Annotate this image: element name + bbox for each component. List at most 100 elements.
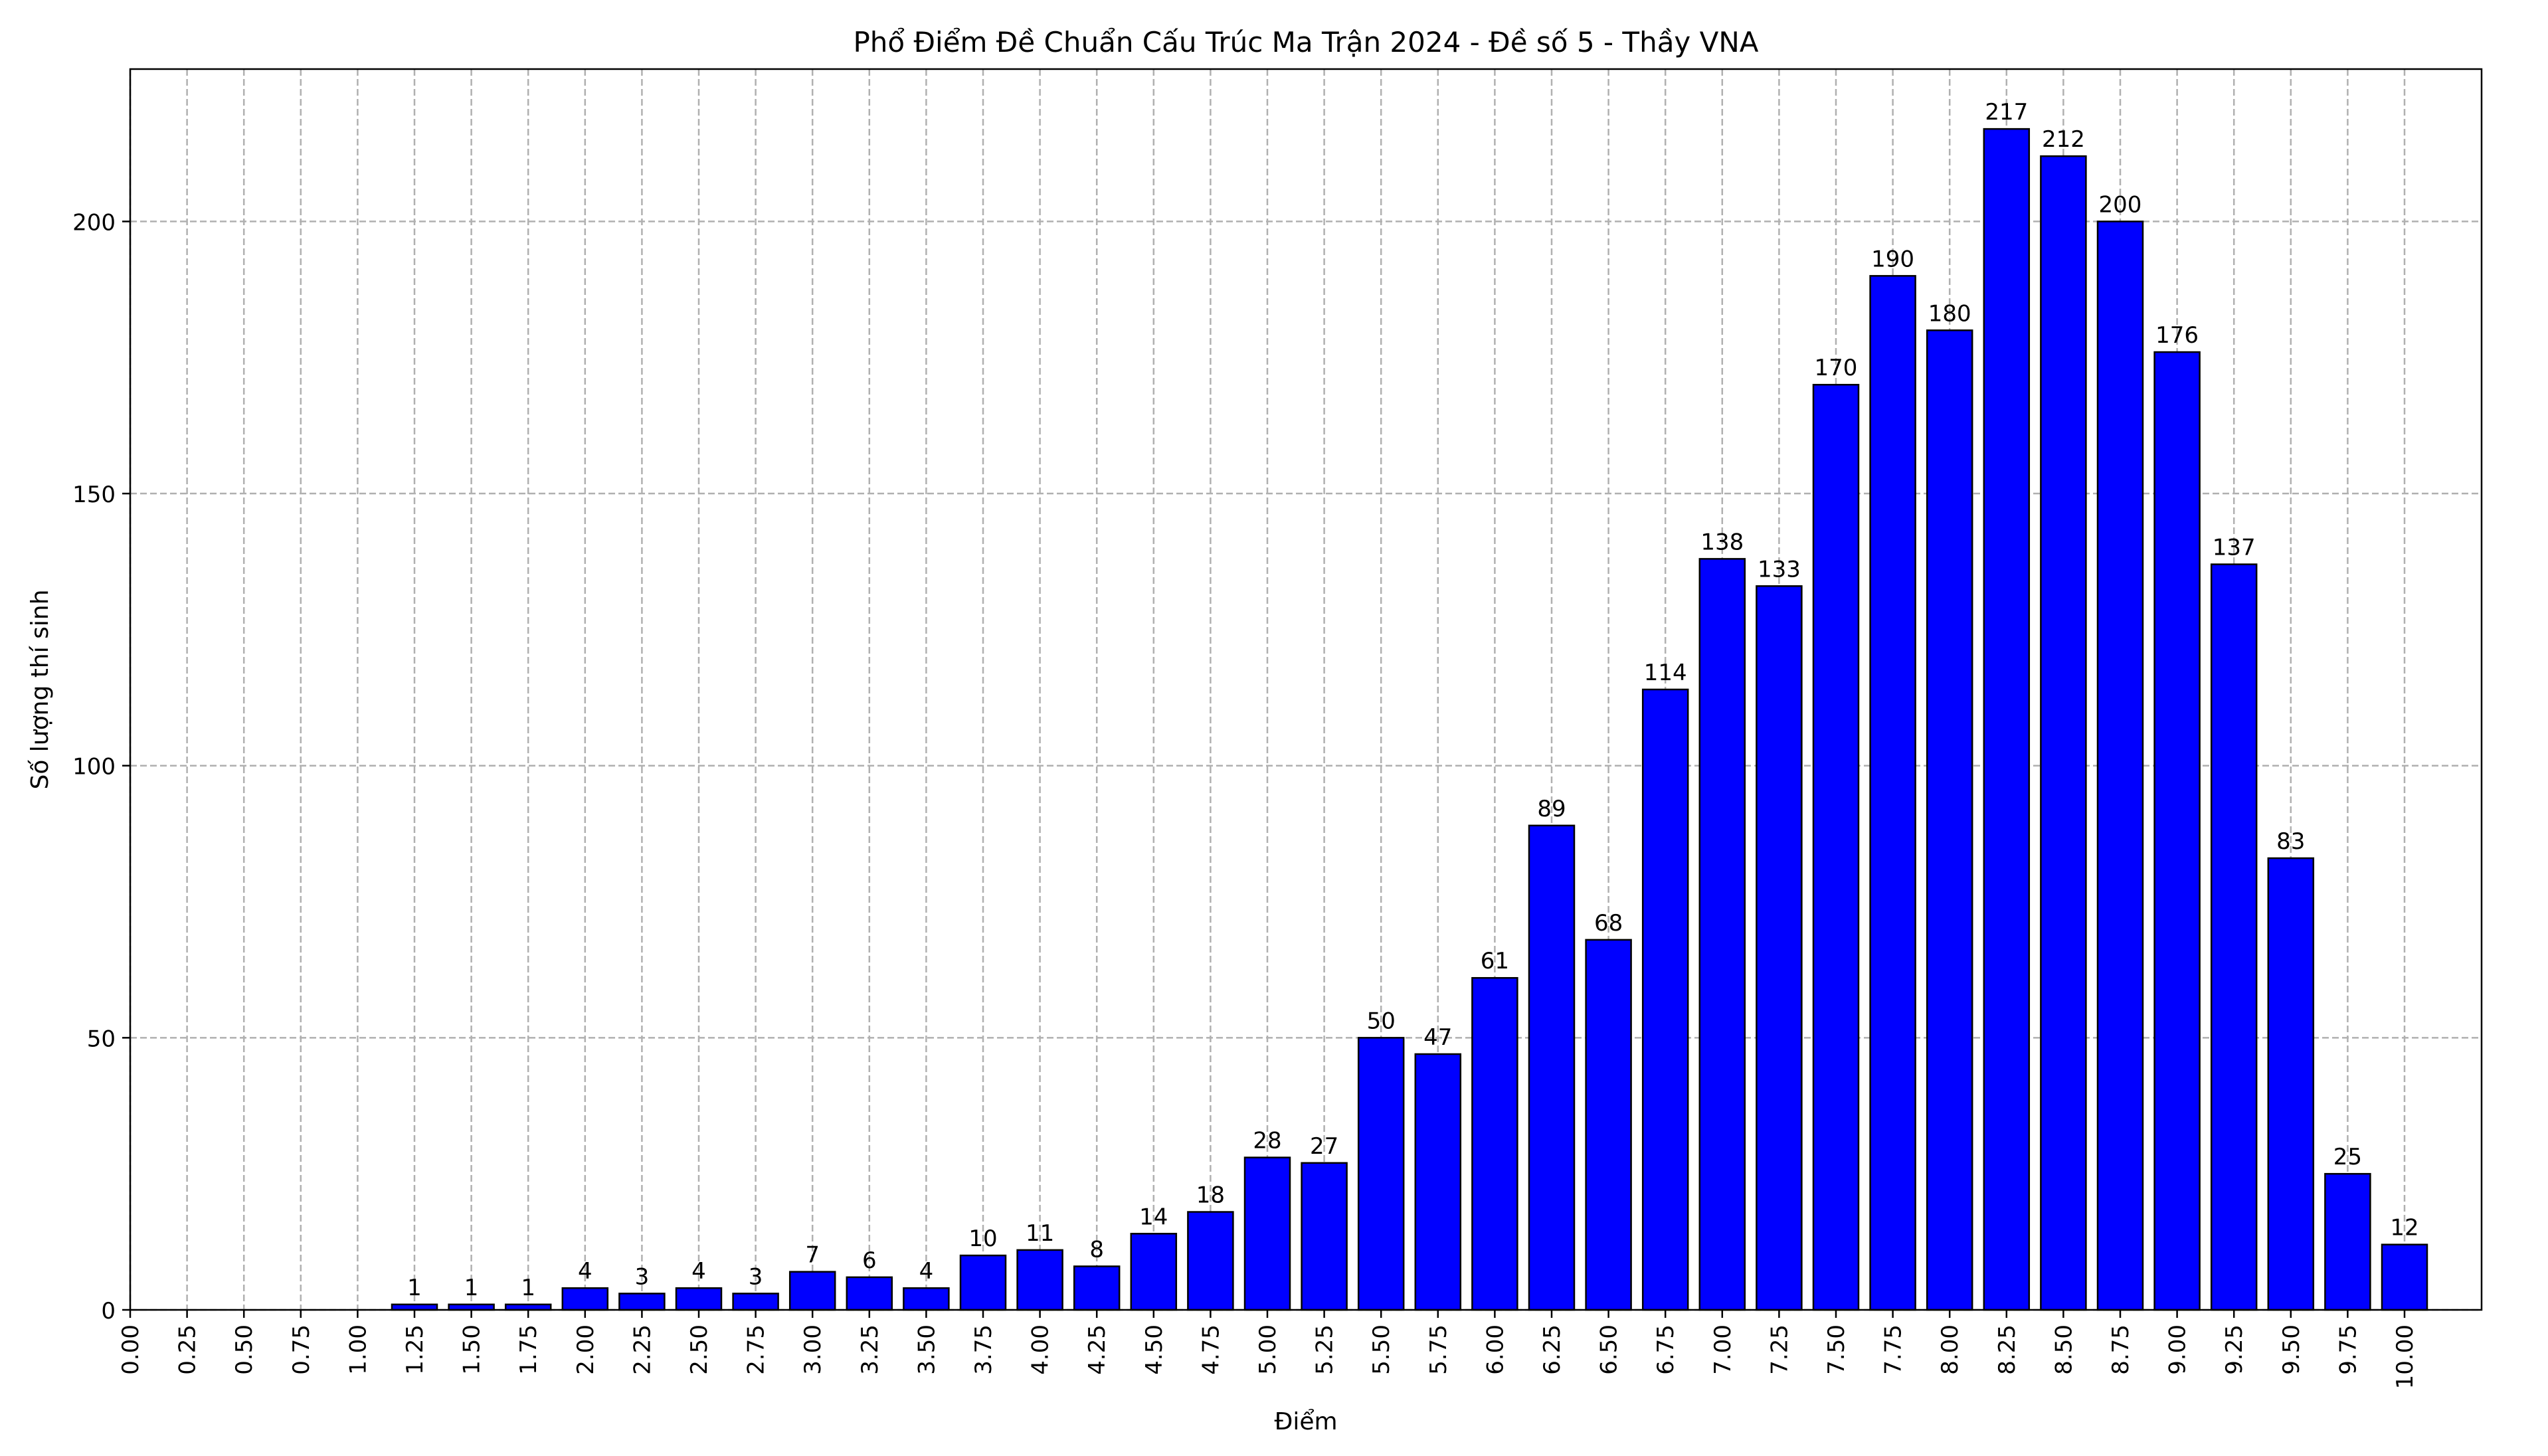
x-tick-label: 8.25 xyxy=(1994,1324,2021,1375)
x-tick-label: 3.75 xyxy=(970,1324,997,1375)
x-tick-label: 4.75 xyxy=(1198,1324,1224,1375)
x-tick-label: 6.25 xyxy=(1539,1324,1566,1375)
y-tick-label: 0 xyxy=(101,1298,116,1324)
x-tick-label: 8.00 xyxy=(1937,1324,1963,1375)
x-tick-label: 9.50 xyxy=(2278,1324,2305,1375)
bar xyxy=(2267,857,2315,1311)
chart-title: Phổ Điểm Đề Chuẩn Cấu Trúc Ma Trận 2024 … xyxy=(853,26,1758,58)
data-label: 217 xyxy=(1985,99,2028,126)
data-label: 180 xyxy=(1928,300,1971,327)
y-tick-label: 100 xyxy=(72,754,116,780)
bar xyxy=(2096,221,2144,1311)
x-tick-label: 0.50 xyxy=(231,1324,258,1375)
bar xyxy=(846,1276,893,1311)
data-label: 4 xyxy=(919,1258,934,1285)
plot-frame xyxy=(129,68,2483,1311)
data-label: 4 xyxy=(578,1258,592,1285)
x-tick-label: 4.50 xyxy=(1141,1324,1168,1375)
bar xyxy=(1983,128,2031,1311)
bar xyxy=(2153,351,2201,1311)
data-label: 18 xyxy=(1196,1182,1225,1209)
data-label: 1 xyxy=(521,1275,535,1301)
x-tick-label: 3.00 xyxy=(800,1324,826,1375)
data-label: 14 xyxy=(1139,1204,1168,1230)
x-tick-label: 8.50 xyxy=(2050,1324,2077,1375)
data-label: 212 xyxy=(2042,126,2085,153)
data-label: 200 xyxy=(2099,191,2142,218)
data-label: 137 xyxy=(2213,535,2256,561)
data-label: 133 xyxy=(1758,556,1801,583)
bar xyxy=(1243,1156,1291,1311)
bar xyxy=(675,1287,723,1311)
x-tick-label: 5.00 xyxy=(1255,1324,1281,1375)
x-tick-label: 1.00 xyxy=(345,1324,371,1375)
data-label: 61 xyxy=(1481,948,1509,974)
x-tick-label: 3.25 xyxy=(857,1324,883,1375)
bar xyxy=(2381,1243,2428,1311)
y-tick-label: 150 xyxy=(72,482,116,508)
x-tick-label: 1.25 xyxy=(402,1324,428,1375)
bar xyxy=(1926,329,1973,1311)
data-label: 50 xyxy=(1367,1008,1396,1034)
data-label: 176 xyxy=(2155,322,2199,349)
bars xyxy=(391,128,2428,1311)
x-tick-label: 5.50 xyxy=(1368,1324,1395,1375)
x-tick-label: 0.00 xyxy=(118,1324,144,1375)
bar xyxy=(618,1293,666,1311)
bar xyxy=(1585,939,1632,1311)
data-label: 170 xyxy=(1815,355,1858,381)
x-tick-label: 8.75 xyxy=(2108,1324,2134,1375)
data-label: 47 xyxy=(1423,1024,1452,1051)
x-tick-label: 5.75 xyxy=(1425,1324,1452,1375)
bar xyxy=(2040,155,2087,1311)
bar xyxy=(1414,1053,1462,1311)
data-label: 114 xyxy=(1644,660,1687,686)
data-label: 68 xyxy=(1594,910,1623,937)
data-label: 11 xyxy=(1026,1220,1054,1247)
bar xyxy=(1869,275,1916,1311)
bar xyxy=(1073,1265,1121,1311)
data-label: 3 xyxy=(635,1263,650,1290)
bar xyxy=(1471,976,1518,1311)
data-label: 7 xyxy=(805,1242,820,1269)
x-tick-label: 9.25 xyxy=(2221,1324,2248,1375)
data-label: 1 xyxy=(464,1275,479,1301)
data-label: 8 xyxy=(1089,1236,1104,1263)
bar xyxy=(2210,563,2258,1311)
x-tick-label: 0.75 xyxy=(288,1324,315,1375)
data-label: 6 xyxy=(862,1247,877,1274)
x-tick-label: 2.75 xyxy=(743,1324,770,1375)
x-tick-label: 7.00 xyxy=(1710,1324,1736,1375)
bar xyxy=(903,1287,950,1311)
bar xyxy=(1357,1037,1405,1311)
x-tick-label: 2.25 xyxy=(629,1324,656,1375)
x-tick-label: 3.50 xyxy=(913,1324,940,1375)
x-tick-label: 7.25 xyxy=(1766,1324,1793,1375)
x-tick-label: 2.00 xyxy=(573,1324,599,1375)
x-tick-label: 9.00 xyxy=(2165,1324,2191,1375)
x-tick-label: 10.00 xyxy=(2392,1324,2418,1389)
bar xyxy=(732,1293,779,1311)
bar xyxy=(1698,558,1746,1311)
data-label: 138 xyxy=(1700,529,1744,555)
x-tick-label: 5.25 xyxy=(1312,1324,1338,1375)
x-tick-label: 7.50 xyxy=(1823,1324,1850,1375)
bar xyxy=(1528,824,1576,1311)
bar xyxy=(1016,1249,1063,1311)
x-tick-label: 4.00 xyxy=(1028,1324,1054,1375)
data-label: 28 xyxy=(1253,1128,1281,1154)
x-tick-label: 4.25 xyxy=(1084,1324,1111,1375)
data-label: 4 xyxy=(691,1258,706,1285)
x-tick-label: 1.50 xyxy=(459,1324,486,1375)
bar xyxy=(1812,383,1860,1311)
y-axis-label: Số lượng thí sinh xyxy=(27,589,54,789)
data-label: 10 xyxy=(968,1226,997,1252)
x-tick-label: 6.00 xyxy=(1482,1324,1508,1375)
bar xyxy=(1756,585,1803,1311)
data-label: 190 xyxy=(1871,246,1914,272)
x-tick-label: 0.25 xyxy=(175,1324,201,1375)
bar xyxy=(561,1287,609,1311)
x-tick-label: 2.50 xyxy=(686,1324,713,1375)
